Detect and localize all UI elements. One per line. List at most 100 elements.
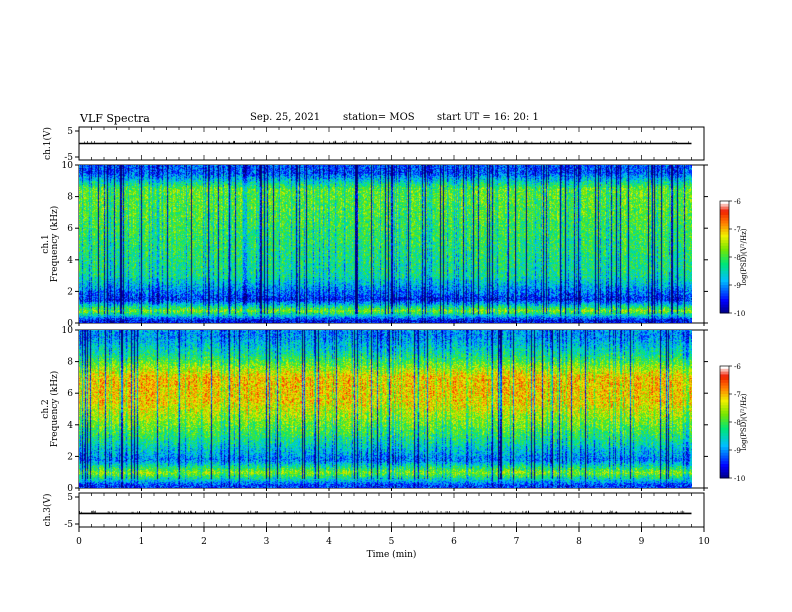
ch1-spectrogram-colorbar-swatch [720, 304, 729, 308]
ch1-spectrogram-colorbar-swatch [720, 226, 729, 230]
ch2-spectrogram-colorbar-tick-label: -10 [734, 475, 745, 483]
ch2-spectrogram-colorbar-swatch [720, 394, 729, 398]
ch2-spectrogram-colorbar-swatch [720, 424, 729, 429]
chart-date: Sep. 25, 2021 [250, 112, 321, 123]
ch2-spectrogram-ytick-label: 0 [67, 484, 73, 494]
x-axis: 0 1 2 3 4 5 6 7 8 9 10 Time (min) [76, 527, 710, 560]
chart-station: station= MOS [343, 112, 415, 123]
ch2-spectrogram-colorbar-tick-label: -7 [734, 391, 741, 399]
ch3-waveform-frame [78, 492, 705, 528]
x-tick-label: 8 [576, 537, 582, 547]
ch1-spectrogram-colorbar-swatch [720, 299, 729, 303]
ch1-spectrogram-colorbar-swatch [720, 254, 729, 258]
ch1-spectrogram-colorbar-tick-label: -6 [734, 198, 741, 206]
x-axis-label: Time (min) [367, 549, 417, 560]
ch2-spectrogram-colorbar-swatch [720, 444, 729, 448]
ch2-spectrogram-colorbar-swatch [720, 436, 729, 440]
ch1-spectrogram-colorbar-swatch [720, 290, 729, 294]
x-tick-label: 7 [514, 537, 520, 547]
ch2-spectrogram-colorbar-swatch [720, 402, 729, 406]
x-tick-label: 2 [201, 537, 207, 547]
ch2-spectrogram-colorbar-swatch [720, 380, 729, 384]
ch2-spectrogram-heatmap [79, 330, 692, 488]
ch1-spectrogram-colorbar-swatch [720, 276, 729, 280]
ch2-spectrogram-colorbar-swatch [720, 461, 729, 465]
ch2-spectrogram-colorbar-swatch [720, 438, 729, 443]
ch2-spectrogram-colorbar-swatch [720, 472, 729, 476]
ch1-spectrogram-colorbar-swatch [720, 206, 729, 210]
ch1-waveform-ytick-label: -5 [64, 153, 73, 163]
ch3-waveform-ytick-label: 5 [67, 493, 73, 503]
ch1-spectrogram-canvas [79, 165, 692, 323]
ch2-spectrogram-ytick-label: 8 [67, 358, 73, 368]
ch2-spectrogram-colorbar-tick-label: -6 [734, 363, 741, 371]
ch1-waveform-group: 5 -5 ch.1(V) [42, 126, 705, 163]
ch2-spectrogram-colorbar-swatch [720, 422, 729, 426]
ch2-spectrogram-ytick-label: 6 [67, 389, 73, 399]
ch1-spectrogram-colorbar-swatch [720, 234, 729, 238]
ch2-spectrogram-colorbar-swatch [720, 410, 729, 415]
ch1-spectrogram-colorbar-swatch [720, 265, 729, 269]
ch2-spectrogram-colorbar-swatch [720, 385, 729, 389]
ch1-spectrogram-colorbar-swatch [720, 287, 729, 292]
ch1-spectrogram-colorbar-swatch [720, 215, 729, 219]
ch3-waveform-ylabel: ch.3(V) [42, 494, 53, 527]
ch1-spectrogram-colorbar-swatch [720, 248, 729, 252]
x-tick-label: 6 [451, 537, 457, 547]
ch1-spectrogram-group: 0 2 4 6 8 10 ch.1 Frequency (kHz) -6 -7 -8 -9 -10 log… [41, 161, 748, 329]
ch1-spectrogram-colorbar-swatch [720, 237, 729, 241]
ch1-spectrogram-colorbar-tick-label: -9 [734, 282, 741, 290]
ch1-spectrogram-colorbar-swatch [720, 240, 729, 244]
ch2-spectrogram-ytick-label: 2 [67, 452, 73, 462]
ch2-spectrogram-colorbar-swatch [720, 366, 729, 370]
ch1-spectrogram-colorbar-swatch [720, 209, 729, 213]
ch1-spectrogram-colorbar-swatch [720, 273, 729, 278]
chart-start-time: start UT = 16: 20: 1 [437, 112, 539, 123]
x-tick-label: 1 [139, 537, 145, 547]
ch1-spectrogram-colorbar-swatch [720, 217, 729, 222]
ch1-spectrogram-colorbar-swatch [720, 310, 729, 314]
ch2-spectrogram-colorbar-tick-label: -9 [734, 447, 741, 455]
ch1-spectrogram-colorbar-tick-label: -10 [734, 310, 745, 318]
ch2-spectrogram-colorbar-swatch [720, 413, 729, 417]
ch1-spectrogram-ytick-label: 6 [67, 224, 73, 234]
ch1-spectrogram-colorbar-swatch [720, 301, 729, 306]
ch1-spectrogram-colorbar-swatch [720, 231, 729, 236]
ch2-spectrogram-colorbar-swatch [720, 377, 729, 381]
ch2-spectrogram-colorbar-swatch [720, 475, 729, 479]
ch1-spectrogram-colorbar-swatch [720, 268, 729, 272]
ch1-spectrogram-colorbar: -6 -7 -8 -9 -10 log(PSD)(V²/Hz) [719, 198, 748, 318]
ch2-spectrogram-colorbar-swatch [720, 458, 729, 462]
ch2-spectrogram-colorbar-swatch [720, 464, 729, 468]
ch1-spectrogram-colorbar-swatch [720, 307, 729, 311]
ch1-spectrogram-colorbar-swatch [720, 245, 729, 250]
ch2-spectrogram-colorbar-label: log(PSD)(V²/Hz) [740, 393, 748, 450]
ch2-spectrogram-colorbar-swatch [720, 408, 729, 412]
ch1-spectrogram-ytick-label: 2 [67, 287, 73, 297]
ch2-spectrogram-colorbar-swatch [720, 433, 729, 437]
ch1-spectrogram-colorbar-swatch [720, 201, 729, 205]
ch2-spectrogram-ylabel: Frequency (kHz) [49, 371, 60, 448]
ch2-spectrogram-colorbar-swatch [720, 452, 729, 457]
ch2-spectrogram-colorbar-swatch [720, 374, 729, 378]
ch1-spectrogram-ytick-label: 4 [67, 256, 73, 266]
ch1-spectrogram-colorbar-swatch [720, 251, 729, 255]
ch1-spectrogram-colorbar-swatch [720, 229, 729, 233]
ch1-spectrogram-colorbar-swatch [720, 279, 729, 283]
ch2-spectrogram-colorbar-swatch [720, 368, 729, 373]
ch1-spectrogram-heatmap [79, 165, 692, 323]
chart-title: VLF Spectra [80, 112, 150, 125]
ch1-spectrogram-colorbar-swatch [720, 262, 729, 266]
ch1-spectrogram-colorbar-swatch [720, 293, 729, 297]
ch2-spectrogram-colorbar: -6 -7 -8 -9 -10 log(PSD)(V²/Hz) [719, 363, 748, 483]
ch1-waveform-ytick-label: 5 [67, 127, 73, 137]
ch1-spectrogram-colorbar-swatch [720, 296, 729, 300]
ch2-spectrogram-colorbar-swatch [720, 396, 729, 401]
x-tick-label: 4 [326, 537, 332, 547]
ch2-spectrogram-ytick-label: 4 [67, 421, 73, 431]
ch1-spectrogram-colorbar-swatch [720, 259, 729, 264]
x-tick-label: 3 [264, 537, 270, 547]
ch1-spectrogram-colorbar-tick-label: -8 [734, 254, 741, 262]
ch1-spectrogram-ytick-label: 8 [67, 193, 73, 203]
